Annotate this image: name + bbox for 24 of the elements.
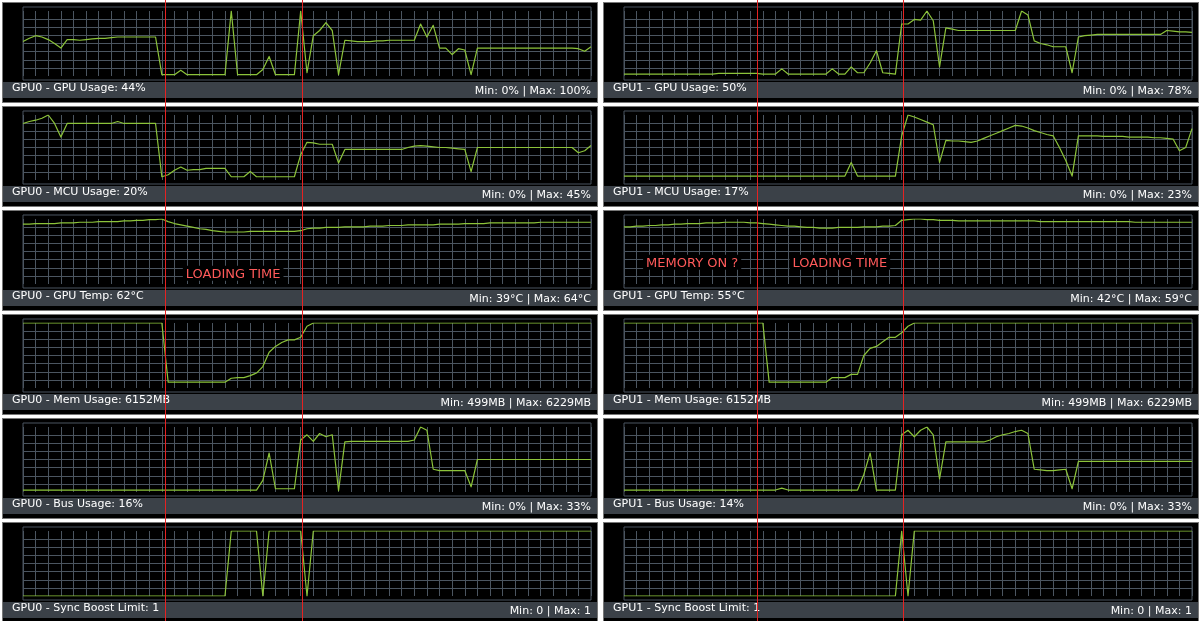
text: Min: 42°C | Max: 59°C bbox=[1070, 292, 1193, 305]
text: GPU0 - GPU Temp: 62°C bbox=[12, 289, 144, 302]
text: GPU1 - GPU Usage: 50% bbox=[613, 81, 747, 94]
text: GPU0 - Bus Usage: 16% bbox=[12, 497, 143, 510]
text: GPU1 - MCU Usage: 17% bbox=[613, 185, 749, 198]
text: Min: 39°C | Max: 64°C bbox=[469, 292, 592, 305]
text: Min: 0% | Max: 78% bbox=[1082, 84, 1192, 97]
text: GPU1 - GPU Temp: 55°C bbox=[613, 289, 745, 302]
text: Min: 0% | Max: 33% bbox=[1082, 500, 1192, 513]
text: Min: 0% | Max: 33% bbox=[481, 500, 591, 513]
text: GPU1 - Bus Usage: 14% bbox=[613, 497, 744, 510]
text: Min: 0 | Max: 1 bbox=[509, 604, 591, 617]
text: GPU0 - GPU Usage: 44% bbox=[12, 81, 146, 94]
text: GPU0 - MCU Usage: 20% bbox=[12, 185, 148, 198]
text: Min: 499MB | Max: 6229MB bbox=[1041, 396, 1192, 409]
annotation: LOADING TIME bbox=[792, 254, 888, 270]
text: GPU0 - Sync Boost Limit: 1 bbox=[12, 601, 160, 614]
annotation: MEMORY ON ? bbox=[646, 254, 739, 270]
text: Min: 0% | Max: 23% bbox=[1082, 188, 1192, 201]
text: Min: 499MB | Max: 6229MB bbox=[440, 396, 591, 409]
text: Min: 0 | Max: 1 bbox=[1110, 604, 1192, 617]
text: Min: 0% | Max: 100% bbox=[474, 84, 591, 97]
text: Min: 0% | Max: 45% bbox=[481, 188, 591, 201]
annotation: LOADING TIME bbox=[185, 265, 281, 281]
